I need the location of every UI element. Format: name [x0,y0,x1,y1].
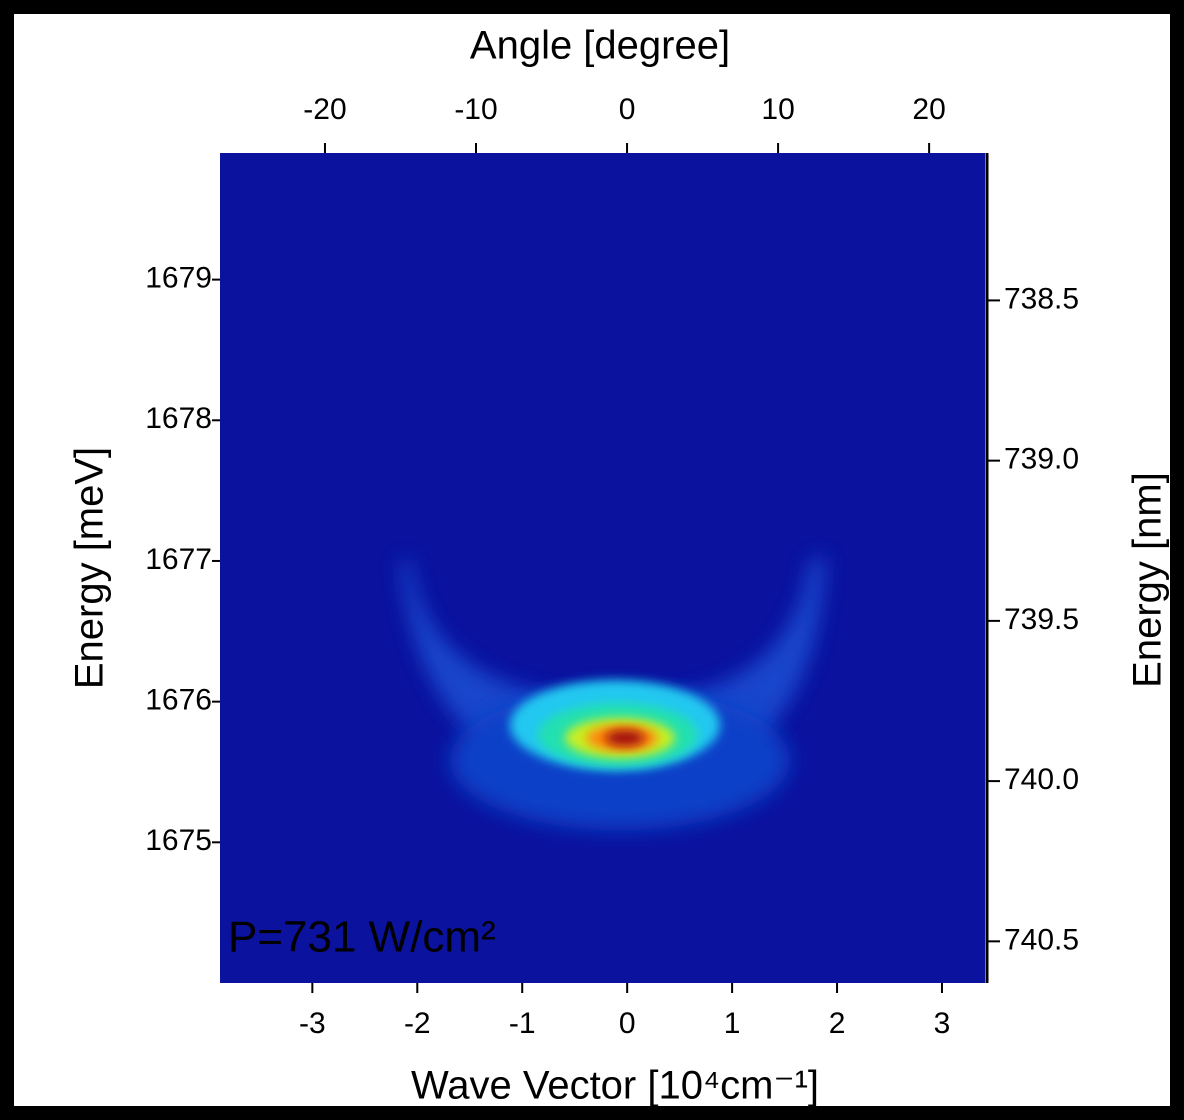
x-tick-label: 3 [934,1007,951,1040]
y-tick-label: 1677 [145,543,212,576]
x2-tick-label: -10 [454,93,497,126]
heatmap-peak [605,730,645,746]
x2-tick-label: -20 [303,93,346,126]
annotation: P=731 W/cm² [228,913,496,962]
y2-tick-label: 740.5 [1004,923,1079,956]
y2-axis-title: Energy [nm] [1126,472,1170,688]
y-axis-title: Energy [meV] [68,447,112,689]
heatmap-background [220,153,985,983]
y2-tick-label: 739.0 [1004,443,1079,476]
y-tick-label: 1675 [145,824,212,857]
y-tick-label: 1676 [145,684,212,717]
y2-tick-label: 740.0 [1004,763,1079,796]
x2-tick-label: 0 [619,93,636,126]
y-tick-label: 1679 [145,262,212,295]
x-tick-label: -1 [509,1007,536,1040]
x-tick-label: -3 [299,1007,326,1040]
top-axis-title: Angle [degree] [470,24,730,68]
x-tick-label: -2 [404,1007,431,1040]
y2-tick-label: 739.5 [1004,603,1079,636]
x2-tick-label: 10 [761,93,794,126]
x-tick-label: 2 [829,1007,846,1040]
x2-tick-label: 20 [912,93,945,126]
x-axis-title: Wave Vector [10⁴cm⁻¹] [411,1064,819,1108]
x-tick-label: 1 [724,1007,741,1040]
x-tick-label: 0 [619,1007,636,1040]
heatmap [220,153,985,983]
y2-tick-label: 738.5 [1004,282,1079,315]
y-tick-label: 1678 [145,402,212,435]
